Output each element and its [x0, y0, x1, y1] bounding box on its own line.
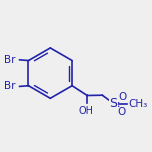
Text: O: O — [118, 107, 126, 117]
Text: Br: Br — [4, 55, 16, 65]
Text: Br: Br — [4, 81, 16, 92]
Text: CH₃: CH₃ — [129, 99, 148, 109]
Text: O: O — [119, 92, 127, 102]
Text: OH: OH — [79, 106, 94, 116]
Text: S: S — [110, 97, 117, 110]
